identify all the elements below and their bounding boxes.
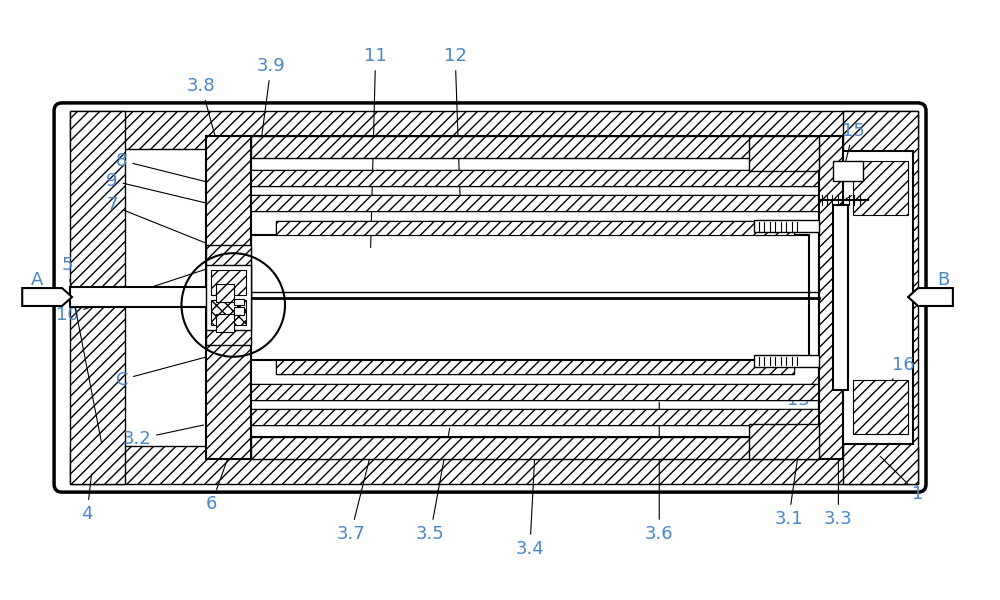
Bar <box>251 437 819 459</box>
Bar <box>211 270 246 295</box>
Bar <box>251 437 819 459</box>
Bar <box>70 111 125 484</box>
Bar <box>70 287 209 307</box>
FancyArrow shape <box>908 288 953 306</box>
Bar <box>276 360 794 374</box>
Text: 5: 5 <box>61 256 101 442</box>
Bar <box>833 205 848 389</box>
Bar <box>251 383 819 400</box>
Bar <box>251 409 819 425</box>
Text: 15: 15 <box>842 122 865 168</box>
Bar <box>70 111 918 149</box>
Bar <box>251 170 819 185</box>
Bar <box>276 360 794 374</box>
Bar <box>234 307 244 315</box>
Bar <box>276 221 794 235</box>
Text: 4: 4 <box>81 474 93 523</box>
Text: 3.6: 3.6 <box>645 403 674 543</box>
Text: 3.7: 3.7 <box>336 457 370 543</box>
Bar <box>70 446 918 484</box>
Text: 12: 12 <box>444 47 467 197</box>
Text: 16: 16 <box>880 356 914 397</box>
Bar <box>819 151 913 445</box>
Bar <box>251 196 819 211</box>
Text: 3.8: 3.8 <box>187 77 216 138</box>
Bar <box>749 424 819 459</box>
Text: 3.5: 3.5 <box>416 428 450 543</box>
Text: 14: 14 <box>846 176 880 199</box>
Bar <box>216 284 234 302</box>
Text: 11: 11 <box>364 47 387 247</box>
Bar <box>754 355 819 367</box>
Bar <box>251 136 819 158</box>
Bar <box>234 299 244 305</box>
Bar <box>251 136 819 158</box>
Text: 3.2: 3.2 <box>122 425 204 448</box>
Text: 3.3: 3.3 <box>824 454 853 528</box>
Bar <box>206 136 251 459</box>
Bar <box>206 245 251 345</box>
Text: C: C <box>116 350 231 389</box>
Bar <box>833 161 863 181</box>
Bar <box>251 196 819 211</box>
Text: B: B <box>937 271 949 289</box>
Bar <box>749 136 819 170</box>
Text: 3.9: 3.9 <box>257 57 285 138</box>
Bar <box>251 170 819 185</box>
FancyBboxPatch shape <box>54 103 926 492</box>
Text: 6: 6 <box>206 457 228 513</box>
Bar <box>754 220 819 232</box>
Text: 7: 7 <box>106 196 209 244</box>
Text: 3.1: 3.1 <box>774 454 803 528</box>
Text: 13: 13 <box>787 352 840 409</box>
Bar <box>853 161 908 215</box>
Bar <box>211 300 246 325</box>
Bar <box>276 221 794 235</box>
Bar <box>819 136 843 459</box>
Bar <box>216 314 234 332</box>
Text: A: A <box>31 271 43 289</box>
Text: 1: 1 <box>880 456 924 503</box>
Bar <box>251 383 819 400</box>
Text: 8: 8 <box>116 152 219 185</box>
Bar <box>206 265 251 330</box>
Bar <box>251 235 809 360</box>
FancyArrow shape <box>22 288 72 306</box>
Bar <box>843 111 918 484</box>
Text: 10: 10 <box>56 261 231 324</box>
Bar <box>251 409 819 425</box>
Text: 9: 9 <box>106 172 214 205</box>
Text: 3.4: 3.4 <box>515 457 544 558</box>
Bar <box>853 380 908 434</box>
